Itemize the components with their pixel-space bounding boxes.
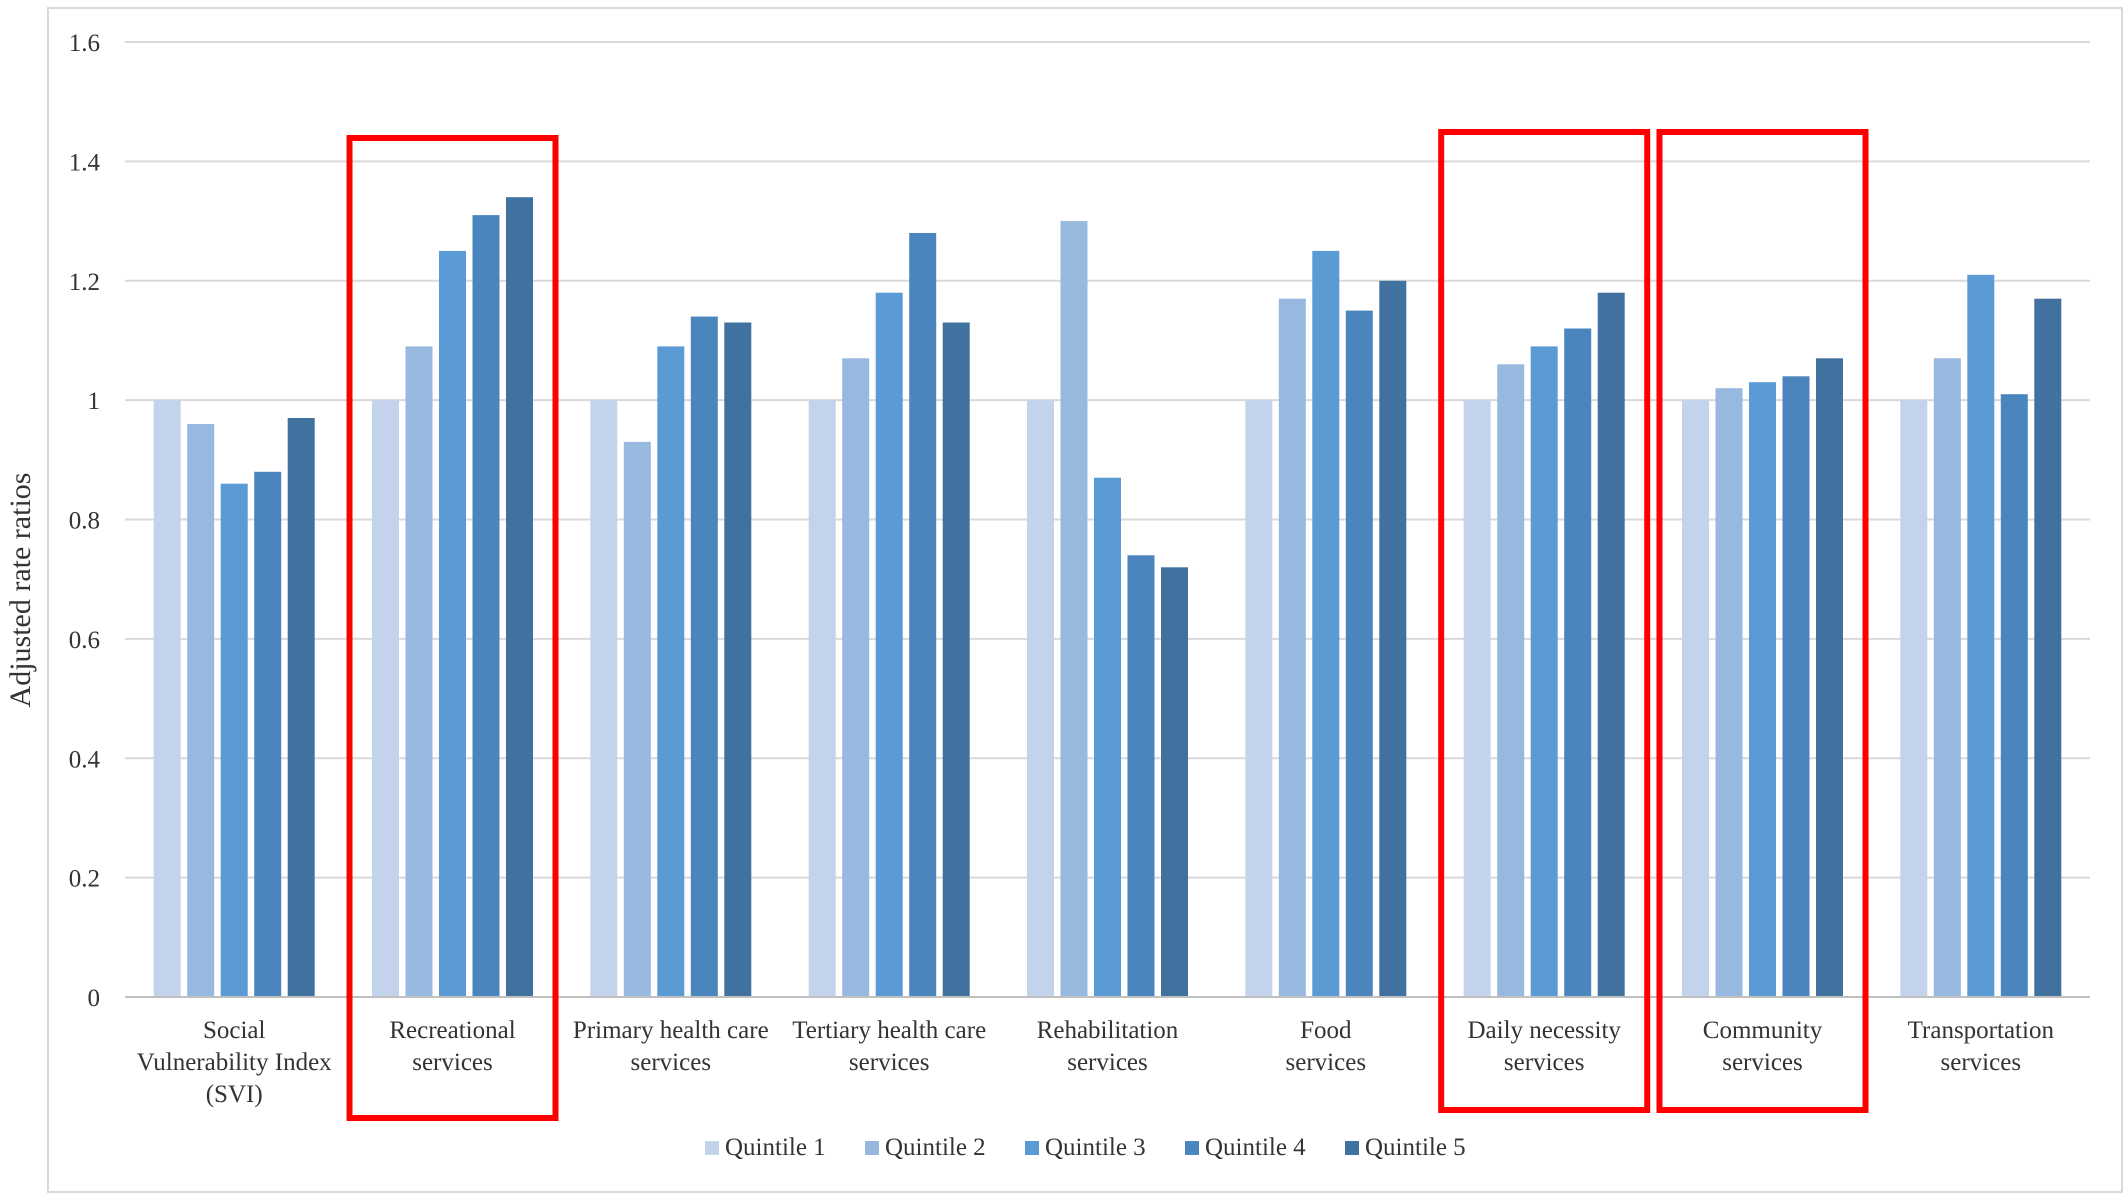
bar-quintile-3-cat-4 bbox=[1094, 477, 1121, 997]
bar-quintile-4-cat-8 bbox=[2000, 394, 2028, 997]
bar-quintile-1-cat-7 bbox=[1682, 400, 1709, 998]
highlight-box bbox=[346, 135, 559, 1121]
bar-quintile-4-cat-5 bbox=[1345, 310, 1373, 998]
bar-quintile-1-cat-4 bbox=[1027, 400, 1054, 998]
bar-quintile-3-cat-8 bbox=[1967, 274, 1995, 997]
bar-quintile-3-cat-6 bbox=[1530, 346, 1558, 997]
bar-quintile-5-cat-4 bbox=[1161, 567, 1188, 998]
legend-label: Quintile 1 bbox=[725, 1134, 826, 1161]
legend-swatch bbox=[1185, 1141, 1199, 1155]
x-category-label: Vulnerability Index bbox=[137, 1049, 332, 1076]
bar-quintile-3-cat-2 bbox=[657, 346, 685, 997]
x-category-label: Primary health care bbox=[573, 1017, 769, 1044]
y-tick-label: 0.8 bbox=[69, 508, 100, 535]
legend-label: Quintile 5 bbox=[1365, 1134, 1466, 1161]
bar-quintile-2-cat-3 bbox=[842, 358, 870, 997]
x-category-label: Rehabilitation bbox=[1037, 1017, 1179, 1044]
y-axis-ticks: 0 0.2 0.4 0.6 0.8 1 1.2 1.4 1.6 bbox=[69, 30, 101, 1012]
x-category-label: services bbox=[631, 1049, 712, 1076]
bar-quintile-4-cat-0 bbox=[254, 471, 282, 997]
x-category-label: services bbox=[1504, 1049, 1585, 1076]
bar-quintile-2-cat-2 bbox=[623, 441, 651, 997]
y-tick-label: 0.4 bbox=[69, 746, 101, 773]
bar-quintile-1-cat-1 bbox=[372, 400, 399, 998]
x-axis-labels: Social Vulnerability Index (SVI) Recreation… bbox=[137, 1017, 2055, 1108]
x-category-label: Social bbox=[203, 1017, 266, 1044]
legend-label: Quintile 3 bbox=[1045, 1134, 1146, 1161]
bars bbox=[153, 197, 2062, 998]
y-tick-label: 1 bbox=[88, 388, 101, 415]
y-tick-label: 0.6 bbox=[69, 627, 100, 654]
x-category-label: Food bbox=[1300, 1017, 1352, 1044]
bar-quintile-5-cat-5 bbox=[1379, 280, 1407, 997]
x-category-label: services bbox=[412, 1049, 493, 1076]
bar-quintile-5-cat-3 bbox=[942, 322, 970, 997]
highlight-box bbox=[1656, 129, 1869, 1113]
bar-quintile-2-cat-7 bbox=[1715, 388, 1743, 997]
legend-swatch bbox=[865, 1141, 879, 1155]
bar-quintile-4-cat-7 bbox=[1782, 376, 1810, 998]
y-tick-label: 0 bbox=[88, 985, 101, 1012]
bar-quintile-5-cat-1 bbox=[506, 197, 533, 997]
bar-quintile-5-cat-0 bbox=[287, 418, 315, 997]
legend-label: Quintile 2 bbox=[885, 1134, 986, 1161]
y-tick-label: 1.6 bbox=[69, 30, 100, 57]
legend-swatch bbox=[1345, 1141, 1359, 1155]
bar-quintile-1-cat-2 bbox=[590, 400, 618, 998]
bar-quintile-2-cat-5 bbox=[1278, 298, 1306, 997]
bar-quintile-5-cat-6 bbox=[1597, 292, 1625, 997]
bar-quintile-4-cat-6 bbox=[1564, 328, 1592, 997]
x-category-label: services bbox=[1722, 1049, 1803, 1076]
highlight-boxes bbox=[346, 129, 1869, 1121]
bar-quintile-2-cat-6 bbox=[1497, 364, 1525, 997]
bar-quintile-2-cat-4 bbox=[1060, 221, 1088, 998]
bar-quintile-3-cat-1 bbox=[439, 250, 466, 997]
x-category-label: services bbox=[1941, 1049, 2022, 1076]
x-category-label: Transportation bbox=[1908, 1017, 2055, 1044]
bar-quintile-1-cat-6 bbox=[1463, 400, 1491, 998]
bar-quintile-5-cat-8 bbox=[2034, 298, 2062, 997]
x-category-label: services bbox=[1286, 1049, 1367, 1076]
bar-quintile-2-cat-1 bbox=[405, 346, 433, 997]
bar-quintile-5-cat-2 bbox=[724, 322, 752, 997]
bar-quintile-2-cat-8 bbox=[1933, 358, 1961, 997]
x-category-label: Daily necessity bbox=[1467, 1017, 1621, 1044]
y-tick-label: 1.4 bbox=[69, 149, 101, 176]
y-axis-label: Adjusted rate ratios bbox=[4, 473, 37, 708]
x-category-label: Recreational bbox=[389, 1017, 515, 1044]
legend-swatch bbox=[705, 1141, 719, 1155]
legend: Quintile 1 Quintile 2 Quintile 3 Quintile 4… bbox=[705, 1134, 1466, 1161]
x-category-label: Community bbox=[1703, 1017, 1823, 1044]
bar-quintile-1-cat-0 bbox=[153, 400, 181, 998]
bar-quintile-3-cat-5 bbox=[1312, 250, 1340, 997]
bar-quintile-1-cat-5 bbox=[1245, 400, 1273, 998]
bar-quintile-1-cat-3 bbox=[808, 400, 836, 998]
bar-quintile-1-cat-8 bbox=[1900, 400, 1928, 998]
bar-quintile-3-cat-3 bbox=[875, 292, 903, 997]
bar-quintile-5-cat-7 bbox=[1816, 358, 1843, 997]
bar-quintile-4-cat-3 bbox=[909, 233, 937, 997]
bar-quintile-2-cat-0 bbox=[187, 424, 215, 997]
bar-quintile-3-cat-0 bbox=[220, 483, 248, 997]
x-category-label: services bbox=[1067, 1049, 1148, 1076]
bar-quintile-3-cat-7 bbox=[1749, 382, 1776, 997]
bar-quintile-4-cat-2 bbox=[690, 316, 718, 998]
legend-swatch bbox=[1025, 1141, 1039, 1155]
x-category-label: (SVI) bbox=[206, 1081, 263, 1108]
x-category-label: Tertiary health care bbox=[792, 1017, 986, 1044]
legend-label: Quintile 4 bbox=[1205, 1134, 1306, 1161]
y-tick-label: 1.2 bbox=[69, 269, 100, 296]
bar-quintile-4-cat-1 bbox=[472, 215, 500, 998]
highlight-box bbox=[1438, 129, 1651, 1113]
bar-quintile-4-cat-4 bbox=[1127, 555, 1155, 997]
y-tick-label: 0.2 bbox=[69, 866, 100, 893]
x-category-label: services bbox=[849, 1049, 930, 1076]
